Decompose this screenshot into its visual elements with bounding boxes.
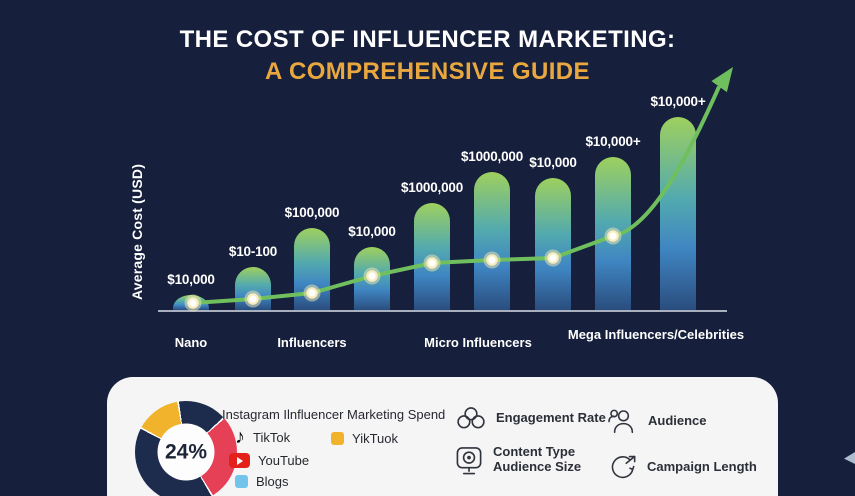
gold-swatch [331, 432, 344, 445]
content-type-icon [456, 447, 482, 475]
bar-value-label: $10,000 [529, 155, 576, 170]
x-axis-label: Influencers [277, 335, 346, 350]
cost-bar-chart: $10,000 $10-100 $100,000 $10,000 $1000,000 $1… [158, 67, 744, 350]
feature-audience: Audience [607, 407, 707, 435]
page-subtitle: A COMPREHENSIVE GUIDE [265, 58, 590, 85]
legend-label: Instagram Ilnfluencer Marketing Spend [222, 407, 446, 422]
feature-campaign-length: Campaign Length [607, 453, 757, 481]
y-axis-title: Average Cost (USD) [129, 163, 145, 301]
page-title: THE COST OF INFLUENCER MARKETING: [179, 26, 676, 53]
feature-label: Audience [648, 412, 707, 428]
legend-label: Blogs [256, 474, 289, 489]
legend-item-instagram: Instagram Ilnfluencer Marketing Spend [201, 407, 445, 422]
feature-label: Campaign Length [647, 458, 757, 474]
data-point-dot [488, 256, 496, 264]
x-axis-label: Nano [175, 335, 208, 350]
youtube-icon [229, 453, 250, 468]
bar-value-label: $10,000 [348, 224, 395, 239]
x-axis-label: Mega Influencers/Celebrities [568, 327, 744, 342]
trend-arrowhead-icon [711, 67, 733, 93]
legend-item-youtube: YouTube [229, 453, 309, 468]
x-axis-label: Micro Influencers [424, 335, 532, 350]
summary-card: 24% Instagram Ilnfluencer Marketing Spen… [107, 377, 778, 496]
legend-item-yiktuok: YikTuok [331, 431, 398, 446]
bar [474, 172, 510, 310]
feature-engagement-rate: Engagement Rate [455, 405, 606, 432]
legend-label: TikTok [253, 429, 291, 445]
tiktok-icon: ♪ [235, 426, 245, 448]
legend-label: YikTuok [352, 431, 398, 446]
donut-chart: 24% [135, 401, 237, 496]
bar-value-label: $1000,000 [401, 180, 463, 195]
audience-icon [608, 409, 634, 433]
campaign-length-icon [611, 455, 636, 479]
data-point-dot [428, 259, 436, 267]
donut-center-label: 24% [164, 440, 208, 463]
data-point-dot [189, 299, 197, 307]
bar-value-label: $100,000 [285, 205, 340, 220]
clipped-edge-decoration-icon [844, 452, 855, 464]
donut-center: 24% [157, 423, 215, 481]
bar-value-label: $10-100 [229, 244, 277, 259]
title-block: THE COST OF INFLUENCER MARKETING: A COMP… [0, 26, 855, 86]
bar-value-label: $1000,000 [461, 149, 523, 164]
data-point-dot [368, 272, 376, 280]
bar-value-label: $10,000 [167, 272, 214, 287]
data-point-dot [308, 289, 316, 297]
feature-content-type: Content Type Audience Size [455, 444, 582, 475]
bar [660, 117, 696, 310]
data-point-dot [549, 254, 557, 262]
navy-swatch [201, 408, 214, 421]
data-point-dot [249, 295, 257, 303]
feature-label: Content Type Audience Size [493, 444, 582, 474]
engagement-rate-icon [457, 407, 485, 429]
bar [535, 178, 571, 310]
legend-item-tiktok: ♪ TikTok [235, 427, 290, 447]
trend-line [192, 85, 721, 305]
bar-value-label: $10,000+ [650, 94, 705, 109]
legend-item-blogs: Blogs [235, 474, 289, 489]
feature-label: Engagement Rate [496, 410, 606, 426]
bar-value-label: $10,000+ [585, 134, 640, 149]
blue-swatch [235, 475, 248, 488]
legend-label: YouTube [258, 453, 310, 468]
data-point-dot [609, 232, 617, 240]
